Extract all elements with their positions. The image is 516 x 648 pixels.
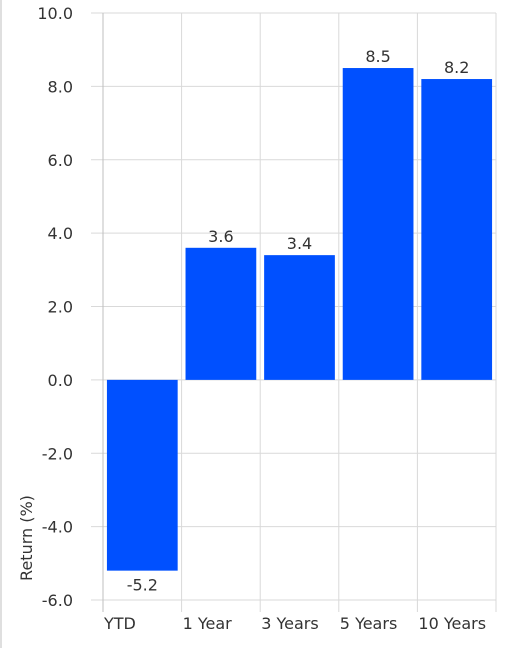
x-axis-tick-labels: YTD 1 Year 3 Years 5 Years 10 Years <box>103 614 486 633</box>
y-tick-label: 2.0 <box>48 298 73 317</box>
bars <box>106 68 493 571</box>
bar-10-years <box>421 79 493 380</box>
bar-5-years <box>342 68 414 380</box>
y-tick-label: 8.0 <box>48 77 73 96</box>
data-label: 3.6 <box>208 227 233 246</box>
data-label: 8.2 <box>444 58 469 77</box>
x-tick-label: 1 Year <box>183 614 233 633</box>
x-tick-label: 10 Years <box>418 614 486 633</box>
x-tick-label: YTD <box>103 614 136 633</box>
y-tick-label: 6.0 <box>48 151 73 170</box>
y-tick-label: 4.0 <box>48 224 73 243</box>
bar-3-years <box>264 255 335 380</box>
y-axis-title: Return (%) <box>17 495 36 581</box>
data-labels: -5.2 3.6 3.4 8.5 8.2 <box>127 47 470 595</box>
y-tick-label: 0.0 <box>48 371 73 390</box>
y-axis-tick-labels: -6.0 -4.0 -2.0 0.0 2.0 4.0 6.0 8.0 10.0 <box>37 4 73 610</box>
data-label: 3.4 <box>287 234 312 253</box>
bar-ytd <box>106 379 178 571</box>
data-label: -5.2 <box>127 576 158 595</box>
x-tick-label: 3 Years <box>261 614 318 633</box>
y-tick-label: -6.0 <box>42 591 73 610</box>
data-label: 8.5 <box>365 47 390 66</box>
y-tick-label: 10.0 <box>37 4 73 23</box>
y-tick-label: -4.0 <box>42 518 73 537</box>
y-tick-label: -2.0 <box>42 444 73 463</box>
bar-1-year <box>185 247 257 380</box>
x-tick-label: 5 Years <box>340 614 397 633</box>
